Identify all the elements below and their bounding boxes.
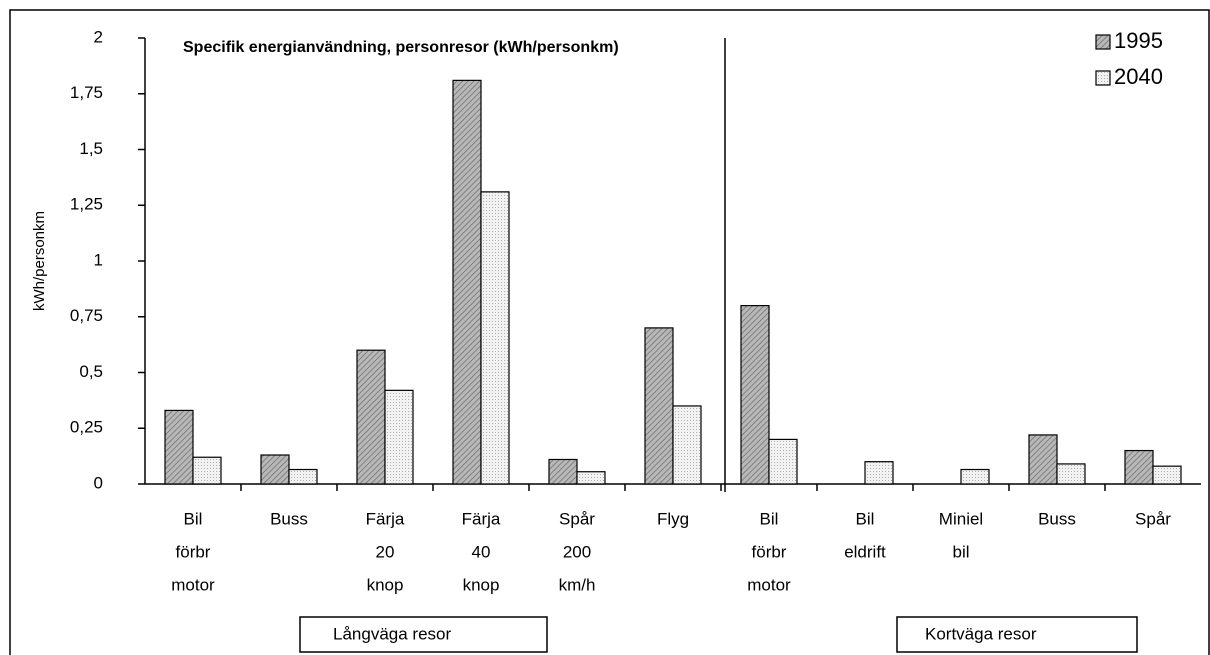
x-tick-label: Bil (760, 509, 779, 528)
y-axis-label: kWh/personkm (31, 211, 48, 311)
x-tick-label: km/h (559, 575, 596, 594)
bar (576, 471, 606, 485)
x-tick-label: Flyg (657, 509, 689, 528)
x-tick-label: 40 (472, 542, 491, 561)
y-tick-label: 0 (94, 473, 103, 492)
legend-swatch (1095, 34, 1111, 50)
y-tick-label: 1 (94, 250, 103, 269)
group-box (299, 616, 548, 653)
x-tick-label: Buss (270, 509, 308, 528)
x-tick-label: förbr (752, 542, 787, 561)
x-tick-label: 20 (376, 542, 395, 561)
legend-label: 2040 (1114, 64, 1163, 89)
x-tick-label: eldrift (844, 542, 886, 561)
x-tick-label: motor (171, 575, 215, 594)
y-tick-label: 0,5 (79, 362, 103, 381)
x-tick-label: motor (747, 575, 791, 594)
x-tick-label: Färja (366, 509, 405, 528)
group-label: Kortväga resor (925, 624, 1037, 643)
x-tick-label: Färja (462, 509, 501, 528)
bar (384, 389, 414, 485)
x-tick-label: Miniel (939, 509, 983, 528)
bar (1028, 434, 1058, 485)
legend-swatch (1095, 70, 1111, 86)
bar (740, 305, 770, 485)
bar (864, 461, 894, 485)
x-tick-label: 200 (563, 542, 591, 561)
bar (1124, 449, 1154, 485)
x-tick-label: Spår (559, 509, 595, 528)
x-tick-label: Spår (1135, 509, 1171, 528)
frame (9, 9, 1210, 655)
group-label: Långväga resor (333, 624, 451, 643)
bar (260, 454, 290, 485)
bar (452, 79, 482, 485)
y-tick-label: 1,25 (70, 195, 103, 214)
bar (1056, 463, 1086, 485)
bar (548, 458, 578, 485)
bar (164, 409, 194, 485)
bar (480, 191, 510, 485)
y-tick-label: 0,25 (70, 418, 103, 437)
bar (960, 468, 990, 485)
bar (768, 438, 798, 485)
bar (192, 456, 222, 485)
chart-title: Specifik energianvändning, personresor (… (183, 39, 619, 56)
bar (1152, 465, 1182, 485)
x-tick-label: bil (952, 542, 969, 561)
y-tick-label: 2 (94, 27, 103, 46)
x-tick-label: knop (367, 575, 404, 594)
y-tick-label: 0,75 (70, 306, 103, 325)
group-box (896, 616, 1138, 653)
legend-label: 1995 (1114, 28, 1163, 53)
x-tick-label: Bil (856, 509, 875, 528)
bar (672, 405, 702, 485)
bar (356, 349, 386, 485)
x-tick-label: Buss (1038, 509, 1076, 528)
bar (644, 327, 674, 485)
x-tick-label: Bil (184, 509, 203, 528)
y-tick-label: 1,5 (79, 139, 103, 158)
x-tick-label: förbr (176, 542, 211, 561)
y-tick-label: 1,75 (70, 83, 103, 102)
bar (288, 468, 318, 485)
x-tick-label: knop (463, 575, 500, 594)
